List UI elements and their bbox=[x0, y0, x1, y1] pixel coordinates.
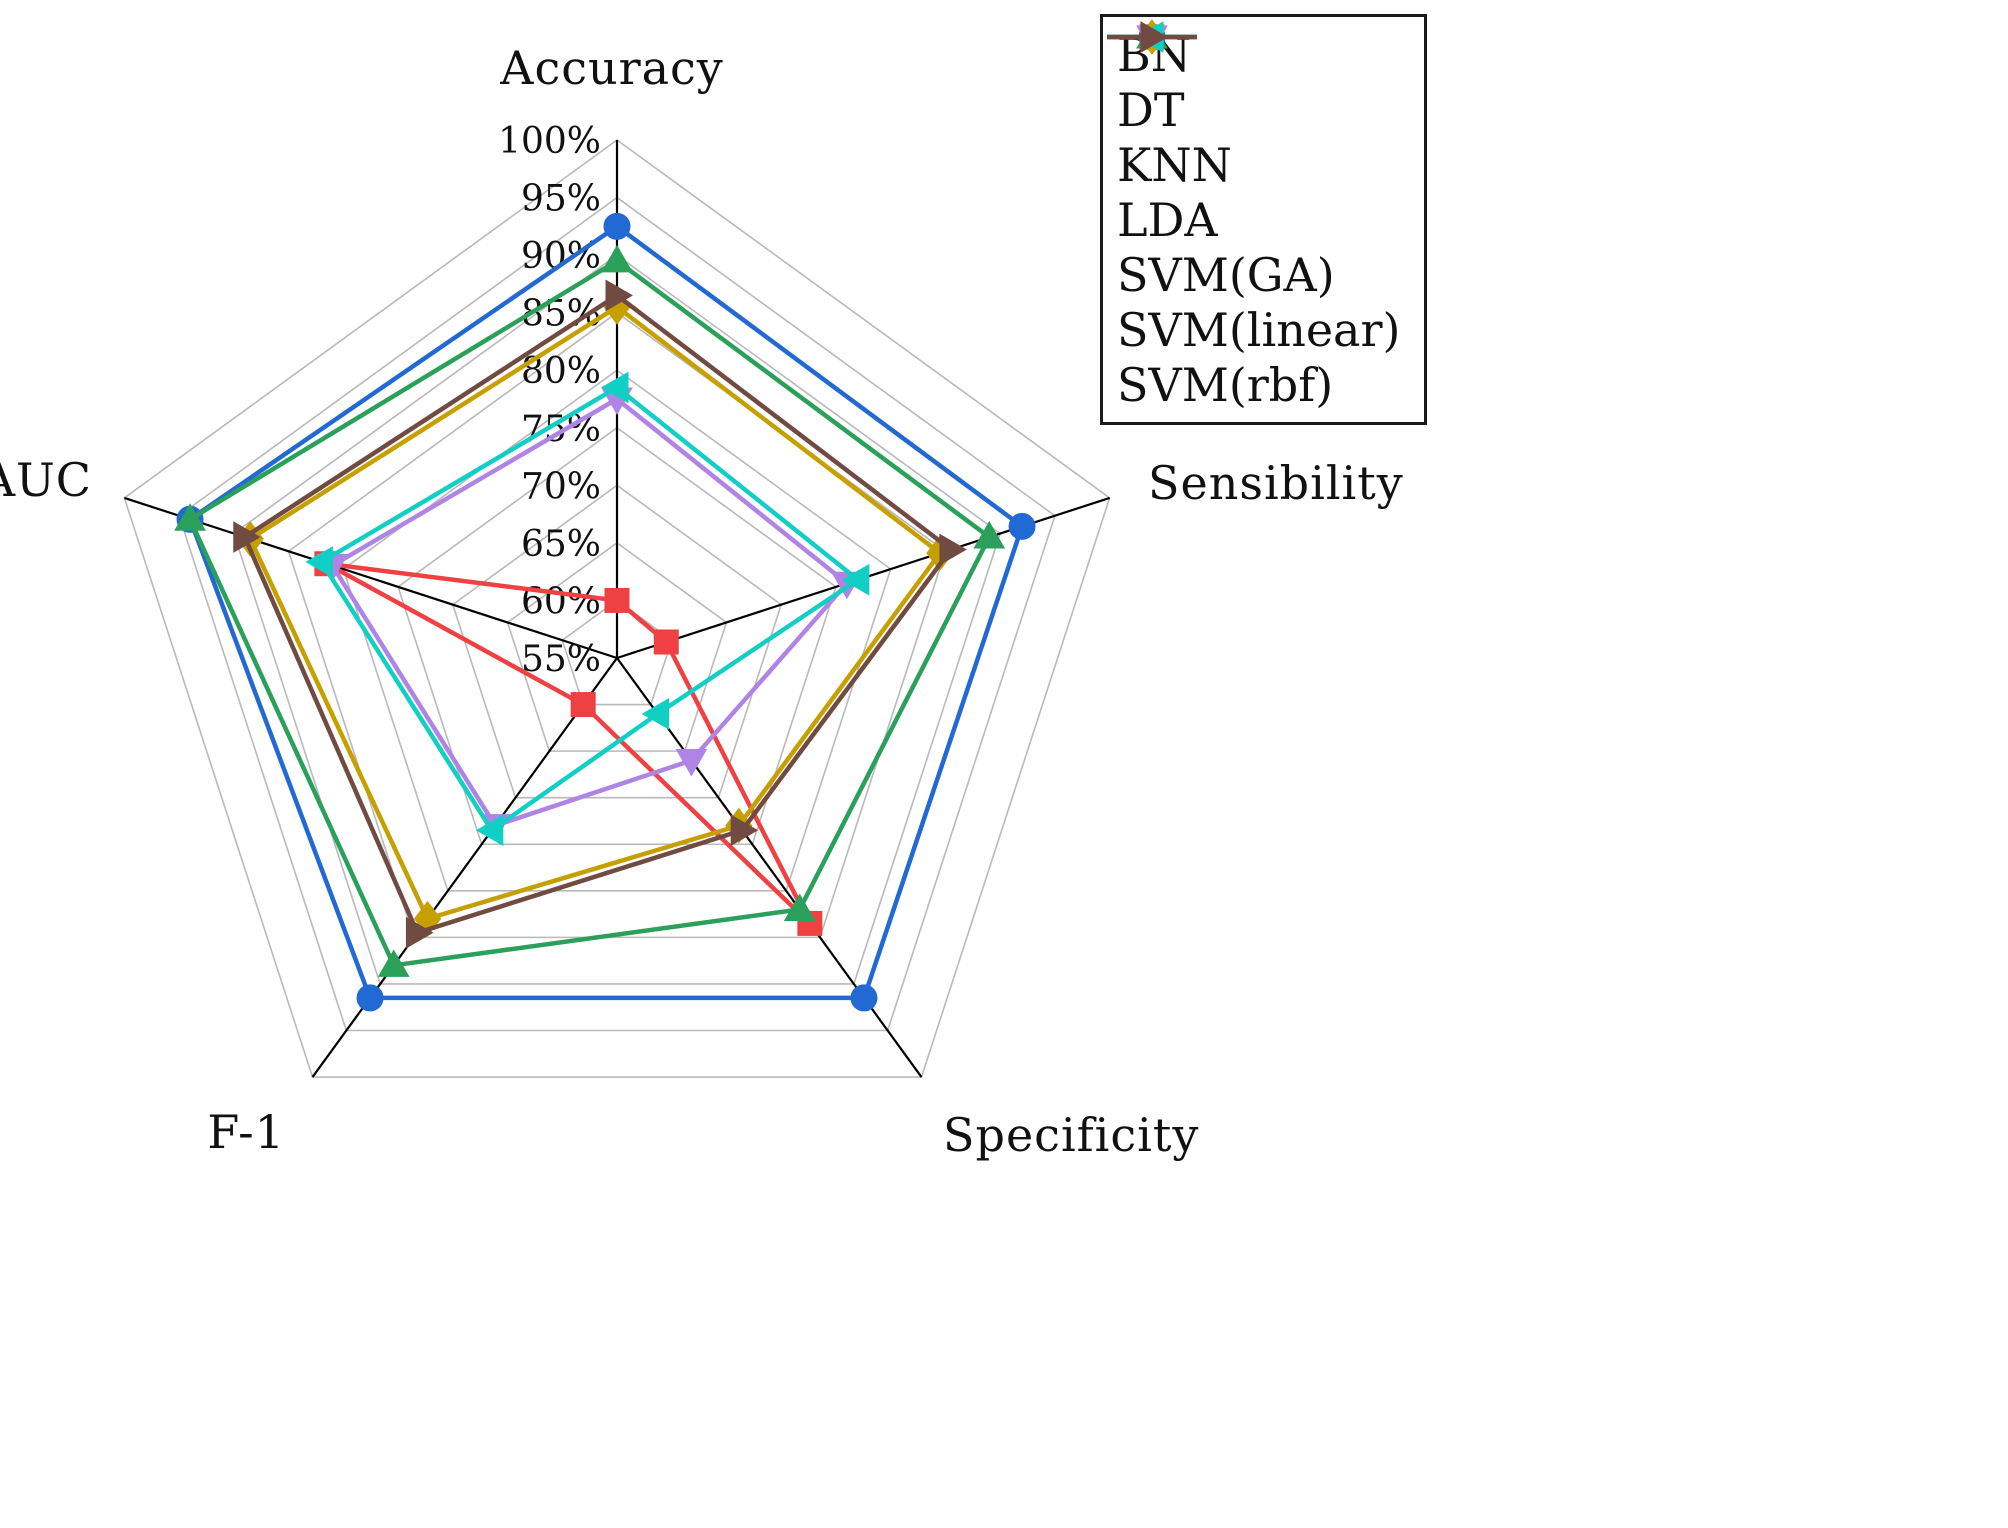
axis-label-f1: F-1 bbox=[207, 1105, 285, 1159]
series-line bbox=[319, 385, 861, 833]
legend-item-DT: DT bbox=[1107, 23, 1400, 137]
legend-item-SVM(rbf): SVM(rbf) bbox=[1107, 21, 1400, 412]
legend-label: SVM(rbf) bbox=[1117, 357, 1334, 412]
triangle-right-marker bbox=[605, 279, 634, 312]
triangle-right-marker bbox=[233, 521, 261, 553]
axis-label-sensibility: Sensibility bbox=[1148, 456, 1404, 510]
axis-spoke bbox=[124, 496, 618, 660]
grid-ring bbox=[178, 196, 1056, 1032]
legend-label: KNN bbox=[1117, 137, 1232, 192]
legend-item-LDA: LDA bbox=[1107, 25, 1400, 247]
triangle-up-marker bbox=[783, 893, 816, 921]
axis-spoke bbox=[311, 657, 618, 1078]
radial-tick-label: 90% bbox=[521, 236, 601, 277]
circle-marker bbox=[850, 984, 878, 1012]
grid-ring bbox=[342, 369, 892, 892]
series-KNN bbox=[174, 244, 1006, 977]
axis-label-accuracy: Accuracy bbox=[500, 41, 724, 95]
axis-label-auc: AUC bbox=[0, 453, 92, 507]
series-SVM(linear) bbox=[305, 371, 870, 847]
triangle-left-marker bbox=[641, 698, 670, 730]
radial-tick-label: 95% bbox=[521, 179, 601, 220]
grid-ring bbox=[397, 426, 837, 846]
legend-item-SVM(GA): SVM(GA) bbox=[1107, 19, 1400, 302]
triangle-up-marker bbox=[973, 521, 1006, 549]
circle-marker bbox=[603, 212, 631, 240]
grid-ring bbox=[506, 541, 728, 752]
legend: BN DT KNN LDA SVM(GA) SVM(linear) SVM(rbf) bbox=[1100, 14, 1428, 425]
grid-ring bbox=[232, 254, 1002, 985]
series-line bbox=[248, 304, 943, 922]
series-line bbox=[330, 396, 850, 828]
legend-item-KNN: KNN bbox=[1107, 20, 1400, 192]
triangle-left-marker bbox=[841, 563, 870, 596]
triangle-left-marker bbox=[305, 546, 333, 578]
circle-marker bbox=[356, 984, 384, 1012]
triangle-up-marker bbox=[174, 503, 206, 531]
grid-ring bbox=[287, 311, 947, 939]
square-marker bbox=[604, 587, 630, 613]
radial-tick-label: 100% bbox=[498, 121, 601, 162]
series-SVM(rbf) bbox=[233, 279, 967, 949]
radial-tick-label: 80% bbox=[521, 351, 601, 392]
radial-tick-label: 65% bbox=[521, 524, 601, 565]
legend-label: LDA bbox=[1117, 192, 1218, 247]
triangle-left-marker bbox=[600, 371, 629, 404]
legend-label: DT bbox=[1117, 82, 1185, 137]
legend-item-SVM(linear): SVM(linear) bbox=[1107, 21, 1401, 357]
axis-label-specificity: Specificity bbox=[943, 1108, 1200, 1162]
triangle-right-marker bbox=[939, 533, 967, 566]
series-line bbox=[242, 293, 954, 935]
circle-marker bbox=[1008, 512, 1036, 540]
square-marker bbox=[570, 692, 596, 718]
legend-label: SVM(linear) bbox=[1117, 302, 1401, 357]
triangle-up-marker bbox=[601, 244, 633, 273]
legend-swatch bbox=[1107, 21, 1197, 53]
series-line bbox=[187, 224, 1025, 1001]
triangle-right-marker bbox=[730, 814, 759, 847]
legend-label: SVM(GA) bbox=[1117, 247, 1335, 302]
grid-ring bbox=[123, 139, 1111, 1078]
square-marker bbox=[653, 629, 679, 655]
triangle-left-marker bbox=[475, 814, 504, 847]
series-line bbox=[187, 258, 992, 968]
triangle-right-marker bbox=[1140, 21, 1169, 53]
triangle-up-marker bbox=[377, 949, 410, 977]
triangle-right-marker bbox=[405, 916, 434, 949]
radial-tick-label: 70% bbox=[521, 466, 601, 507]
radial-tick-label: 55% bbox=[521, 639, 601, 680]
triangle-down-marker bbox=[675, 748, 708, 777]
